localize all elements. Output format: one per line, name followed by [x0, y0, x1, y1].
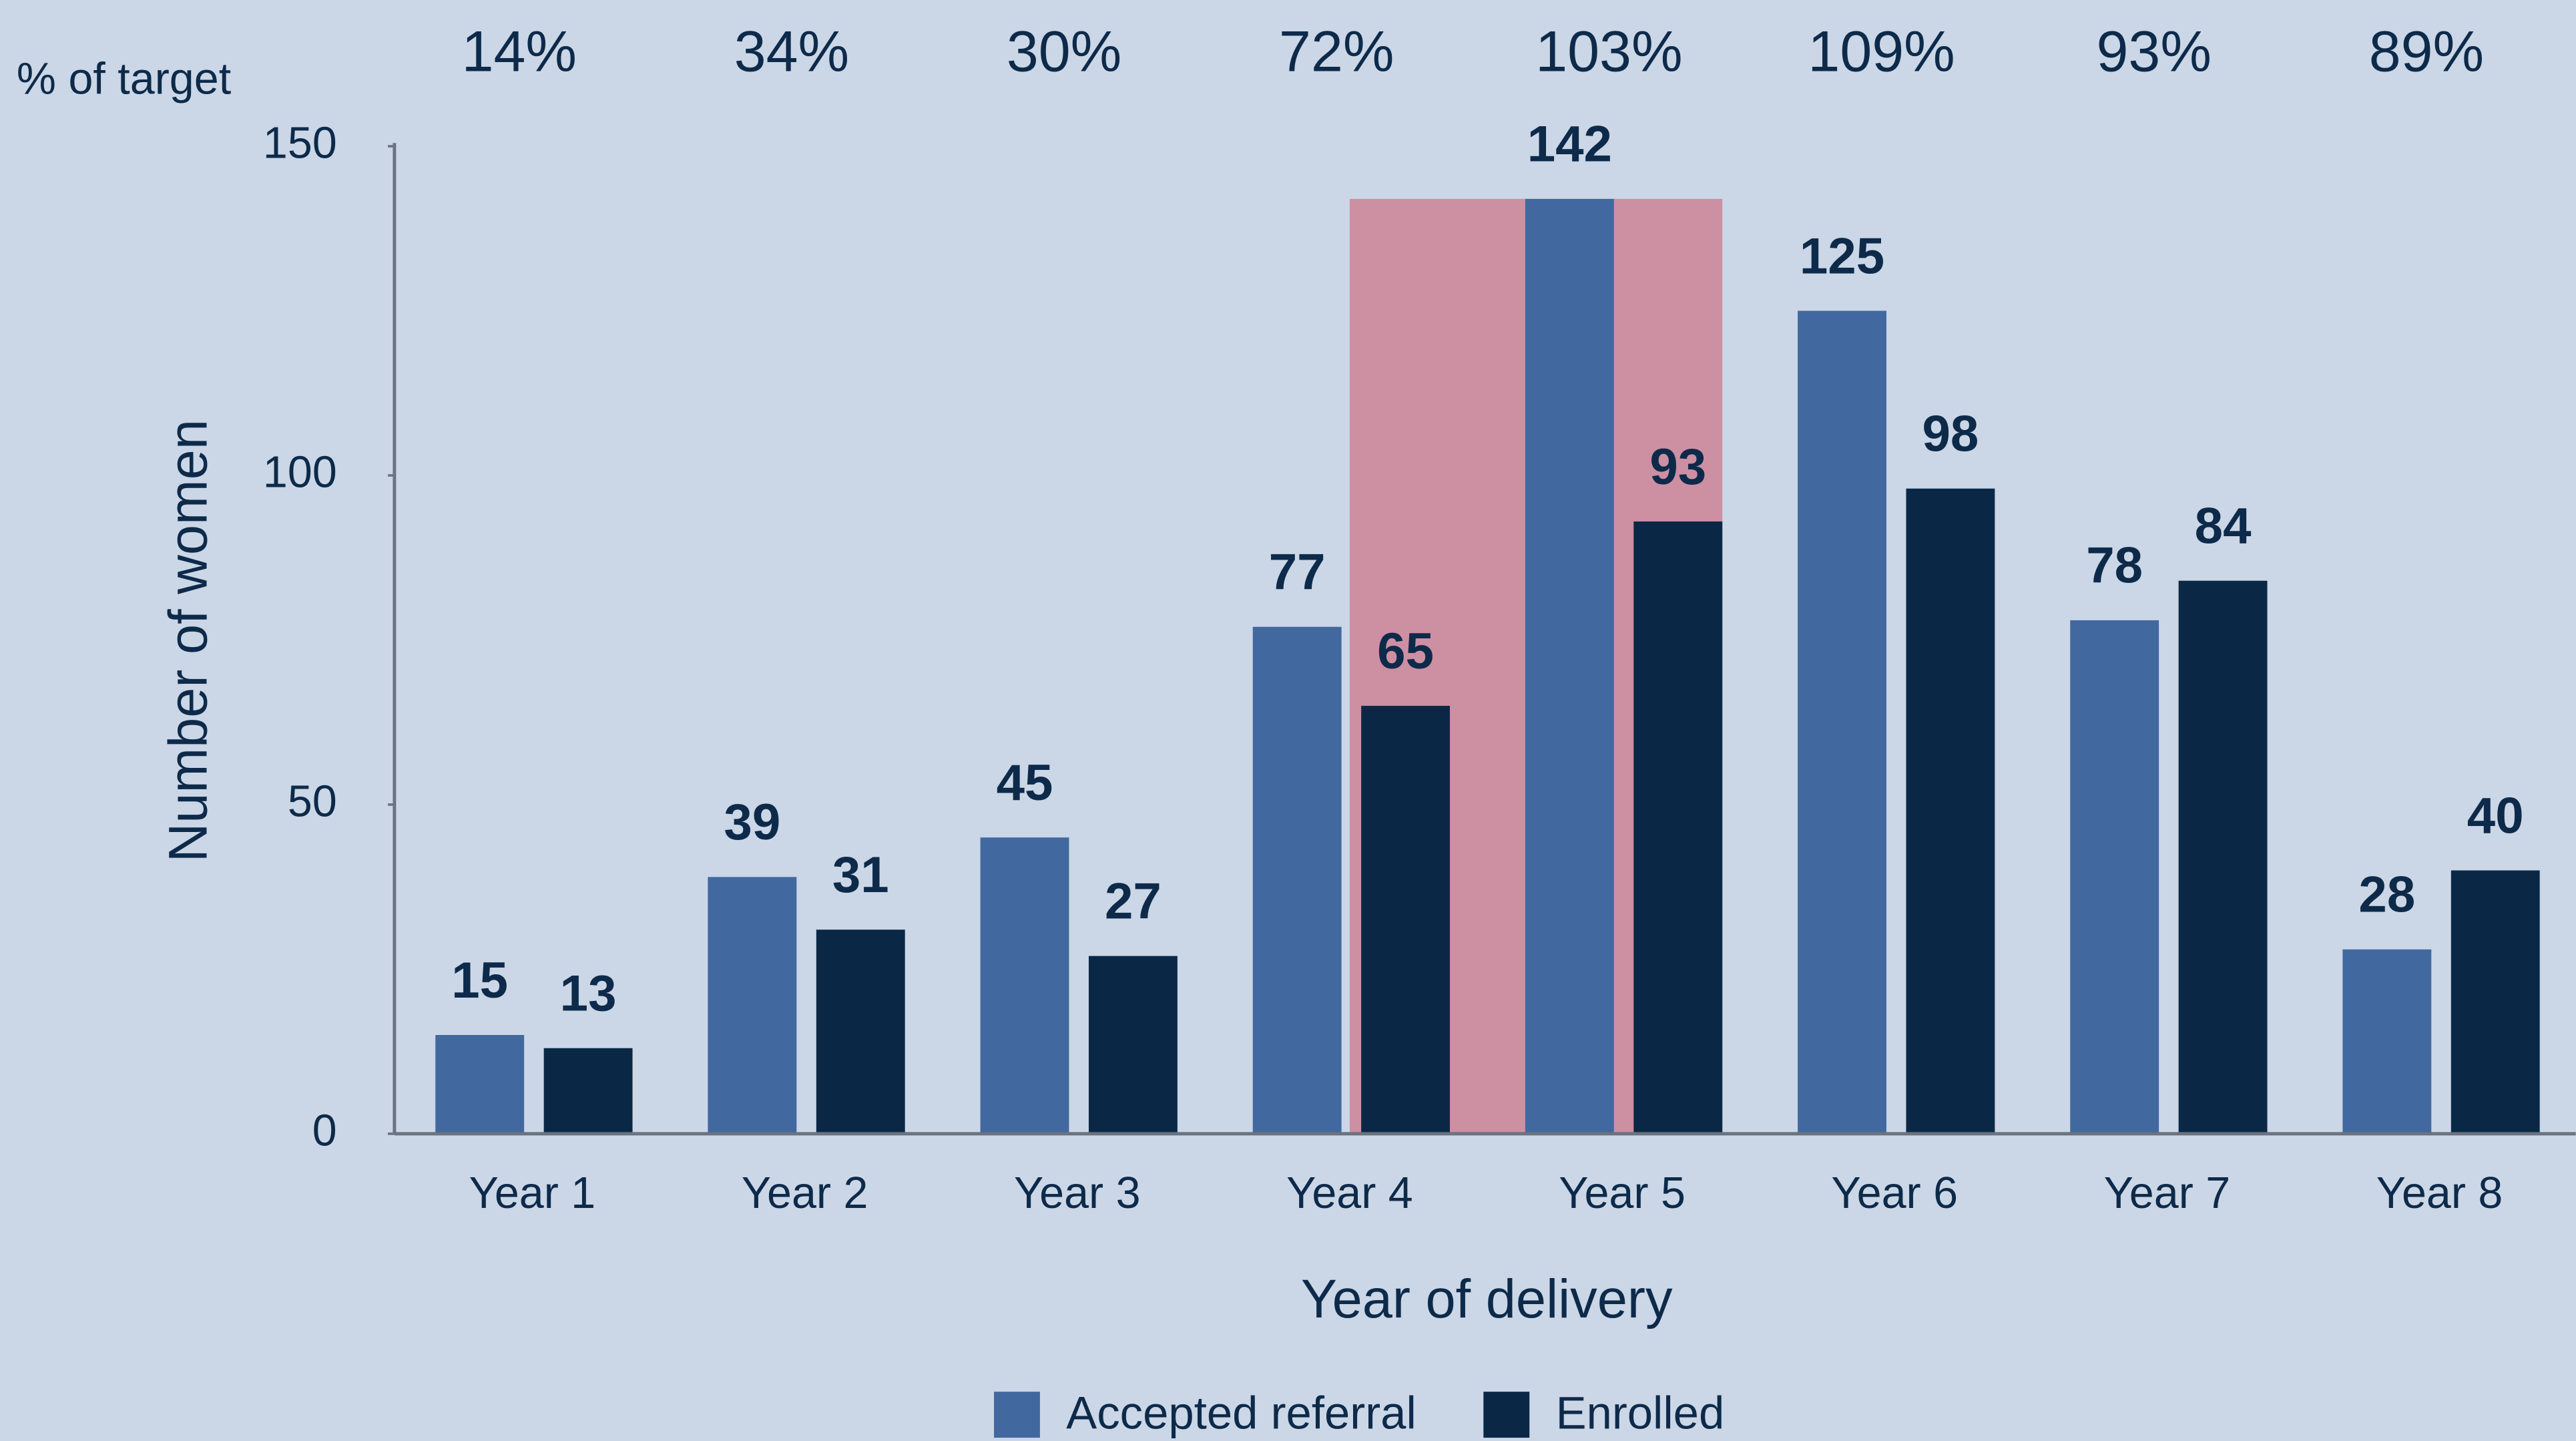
legend-swatch	[1483, 1392, 1530, 1438]
bar	[1633, 521, 1723, 1134]
bar	[435, 1034, 525, 1134]
data-label: 84	[2195, 498, 2252, 555]
bar	[816, 930, 905, 1134]
x-tick-label: Year 7	[2104, 1169, 2231, 1218]
data-label: 142	[1527, 116, 1612, 173]
data-label: 98	[1922, 406, 1979, 463]
bar	[1525, 198, 1614, 1134]
data-label: 45	[997, 755, 1053, 811]
bar	[708, 877, 797, 1134]
y-tick-label: 100	[263, 447, 337, 497]
target-percent: 34%	[734, 19, 849, 83]
x-tick-label: Year 5	[1559, 1169, 1686, 1218]
plot-layer: 0 50 100 150 Year 1 15 13 14% Year 2 39 31 34% Year …	[263, 19, 2576, 1438]
bar	[2342, 949, 2432, 1134]
data-label: 28	[2358, 867, 2415, 923]
y-axis-title: Number of women	[158, 419, 219, 862]
data-label: 13	[560, 966, 617, 1022]
y-tick-label: 50	[288, 777, 337, 826]
bar	[1906, 488, 1995, 1134]
data-label: 15	[451, 952, 508, 1009]
target-label: % of target	[17, 55, 231, 104]
target-percent: 109%	[1808, 19, 1955, 83]
data-label: 27	[1105, 873, 1162, 930]
legend-label: Enrolled	[1556, 1387, 1725, 1438]
x-tick-label: Year 1	[469, 1169, 596, 1218]
bar	[543, 1048, 633, 1134]
target-percent: 14%	[462, 19, 577, 83]
y-tick-label: 0	[312, 1106, 337, 1155]
target-percent: 89%	[2369, 19, 2484, 83]
bar	[980, 837, 1069, 1134]
target-percent: 93%	[2097, 19, 2212, 83]
x-tick-label: Year 2	[742, 1169, 868, 1218]
bar	[2070, 620, 2159, 1134]
x-axis-title: Year of delivery	[1301, 1269, 1673, 1329]
legend-swatch	[994, 1392, 1040, 1438]
target-percent: 72%	[1279, 19, 1394, 83]
data-label: 93	[1649, 439, 1706, 495]
legend-label: Accepted referral	[1066, 1387, 1416, 1438]
x-tick-label: Year 6	[1831, 1169, 1958, 1218]
target-percent: 103%	[1535, 19, 1682, 83]
y-tick-label: 150	[263, 119, 337, 168]
bar	[1798, 311, 1886, 1134]
data-label: 77	[1269, 544, 1326, 601]
data-label: 125	[1800, 228, 1884, 284]
data-label: 65	[1377, 623, 1434, 680]
bar	[1252, 626, 1342, 1134]
bar	[1361, 706, 1451, 1134]
bar	[2451, 870, 2540, 1134]
data-label: 31	[832, 847, 889, 903]
data-label: 40	[2467, 787, 2524, 844]
x-tick-label: Year 8	[2376, 1169, 2503, 1218]
x-tick-label: Year 3	[1014, 1169, 1141, 1218]
target-percent: 30%	[1007, 19, 1121, 83]
bar	[2178, 580, 2268, 1134]
x-tick-label: Year 4	[1286, 1169, 1413, 1218]
data-label: 39	[724, 794, 780, 851]
data-label: 78	[2086, 538, 2143, 594]
bar	[1088, 956, 1178, 1134]
